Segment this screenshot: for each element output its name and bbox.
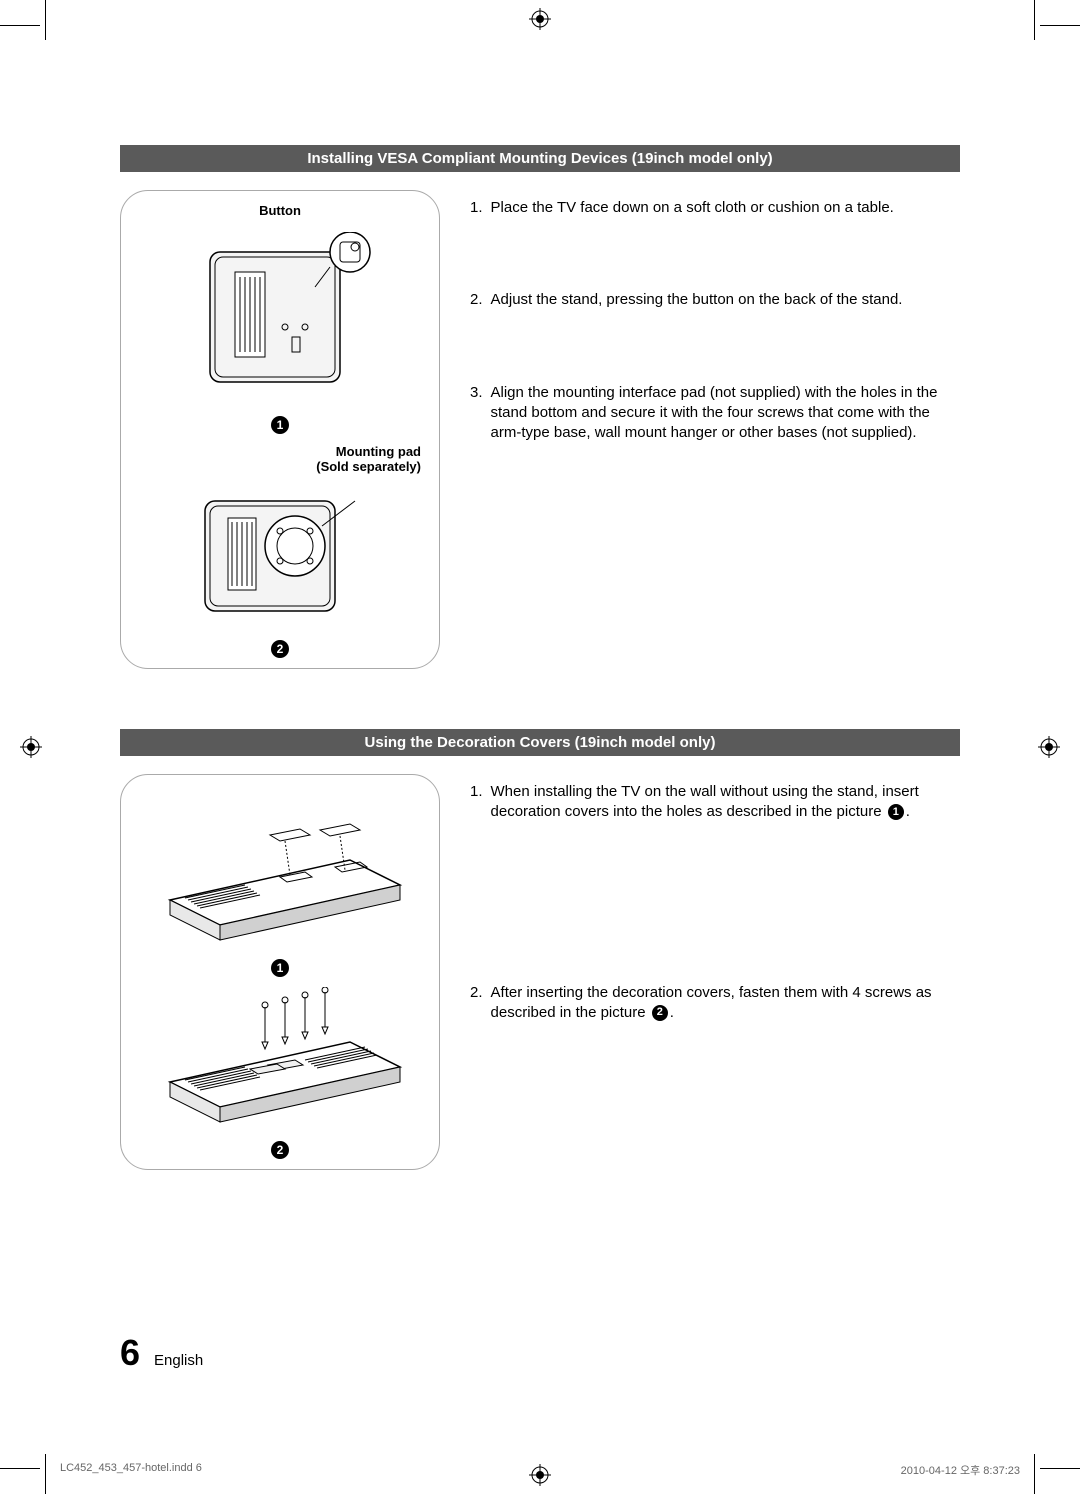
label-pad-line1: Mounting pad <box>336 444 421 459</box>
crop-mark <box>1040 25 1080 26</box>
step-text: When installing the TV on the wall witho… <box>491 782 960 823</box>
step-number: 2. <box>470 290 483 310</box>
step-text: Align the mounting interface pad (not su… <box>491 383 960 444</box>
inline-badge: 2 <box>652 1005 668 1021</box>
crop-mark <box>45 0 46 40</box>
print-filename: LC452_453_457-hotel.indd 6 <box>60 1462 202 1478</box>
tv-back-diagram-1 <box>180 232 380 402</box>
step-text-post: . <box>906 803 910 820</box>
step-text: Adjust the stand, pressing the button on… <box>491 290 903 310</box>
crop-mark <box>0 1468 40 1469</box>
registration-mark-icon <box>529 8 551 30</box>
step-number: 1. <box>470 782 483 823</box>
step-number: 1. <box>470 198 483 218</box>
cover-diagram-1 <box>150 805 410 945</box>
step: 1. Place the TV face down on a soft clot… <box>470 198 960 218</box>
section2-diagram: 1 2 <box>120 774 440 1170</box>
section2-body: 1 2 <box>120 774 960 1170</box>
page-number: 6 <box>120 1332 140 1374</box>
page-footer: 6 English <box>120 1332 203 1374</box>
page-content: Installing VESA Compliant Mounting Devic… <box>120 145 960 1230</box>
section1-diagram: Button 1 Mounting pad (Sold separately) <box>120 190 440 669</box>
step-number: 3. <box>470 383 483 444</box>
inline-badge: 1 <box>888 804 904 820</box>
section2-text: 1. When installing the TV on the wall wi… <box>470 774 960 1170</box>
registration-mark-icon <box>1038 736 1060 758</box>
step: 2. After inserting the decoration covers… <box>470 983 960 1024</box>
step-text: Place the TV face down on a soft cloth o… <box>491 198 894 218</box>
cover-diagram-2 <box>150 987 410 1127</box>
crop-mark <box>1034 1454 1035 1494</box>
step-text: After inserting the decoration covers, f… <box>491 983 960 1024</box>
crop-mark <box>45 1454 46 1494</box>
label-button: Button <box>259 203 301 218</box>
registration-mark-icon <box>20 736 42 758</box>
label-pad-line2: (Sold separately) <box>316 459 421 474</box>
diagram-badge-2: 2 <box>271 640 289 658</box>
crop-mark <box>1034 0 1035 40</box>
print-footer: LC452_453_457-hotel.indd 6 2010-04-12 오후… <box>60 1462 1020 1478</box>
crop-mark <box>0 25 40 26</box>
step: 1. When installing the TV on the wall wi… <box>470 782 960 823</box>
diagram-badge-1: 1 <box>271 959 289 977</box>
step-text-post: . <box>670 1004 674 1021</box>
print-timestamp: 2010-04-12 오후 8:37:23 <box>901 1462 1020 1478</box>
step-number: 2. <box>470 983 483 1024</box>
diagram-badge-2: 2 <box>271 1141 289 1159</box>
section2-header: Using the Decoration Covers (19inch mode… <box>120 729 960 756</box>
section1-body: Button 1 Mounting pad (Sold separately) <box>120 190 960 669</box>
section1-text: 1. Place the TV face down on a soft clot… <box>470 190 960 669</box>
step-text-pre: When installing the TV on the wall witho… <box>491 783 919 820</box>
diagram-badge-1: 1 <box>271 416 289 434</box>
step-text-pre: After inserting the decoration covers, f… <box>491 984 932 1021</box>
section1-header: Installing VESA Compliant Mounting Devic… <box>120 145 960 172</box>
crop-mark <box>1040 1468 1080 1469</box>
step: 3. Align the mounting interface pad (not… <box>470 383 960 444</box>
step: 2. Adjust the stand, pressing the button… <box>470 290 960 310</box>
tv-back-diagram-2 <box>180 486 380 626</box>
page-language: English <box>154 1352 203 1369</box>
label-mounting-pad: Mounting pad (Sold separately) <box>131 444 429 474</box>
